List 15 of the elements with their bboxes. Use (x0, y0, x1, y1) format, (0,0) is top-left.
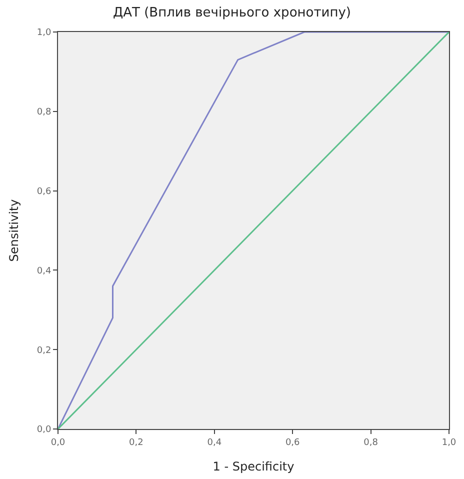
y-tick-label: 0,6 (36, 186, 52, 197)
x-tick-label: 0,8 (364, 438, 378, 448)
x-tick-label: 0,0 (50, 438, 66, 448)
x-tick-label: 0,2 (129, 438, 144, 448)
y-tick-label: 1,0 (36, 28, 52, 38)
y-axis-title: Sensitivity (7, 199, 22, 262)
x-tick-label: 0,4 (207, 438, 222, 448)
x-axis-title: 1 - Specificity (212, 460, 294, 474)
x-tick-label: 1,0 (442, 438, 456, 448)
y-tick-label: 0,4 (36, 266, 52, 276)
y-tick-label: 0,0 (36, 425, 52, 436)
y-tick-label: 0,8 (36, 108, 52, 118)
y-tick-label: 0,2 (36, 346, 52, 356)
chart-title: ДАТ (Вплив вечірнього хронотипу) (112, 5, 352, 20)
x-tick-label: 0,6 (285, 438, 300, 448)
